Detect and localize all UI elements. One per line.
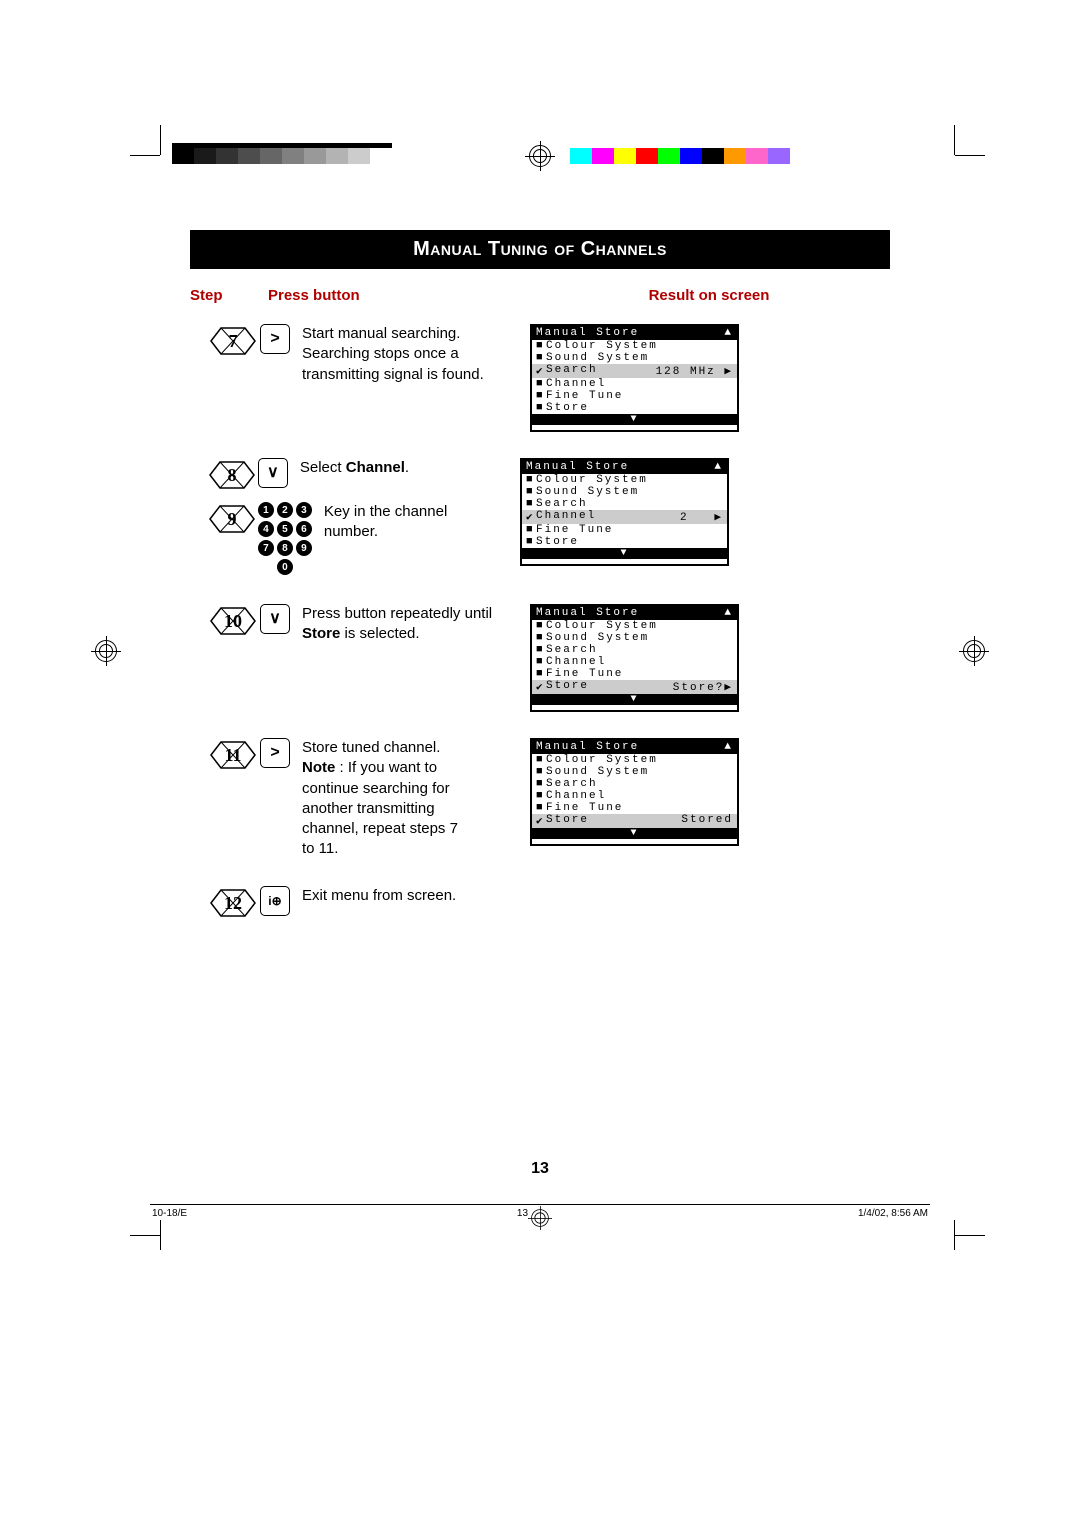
step-number-icon: 11	[208, 738, 242, 772]
footer-left: 10-18/E	[152, 1208, 187, 1219]
nav-button-icon: ∨	[260, 604, 290, 634]
col-step-header: Step	[190, 287, 260, 304]
osd-screen: Manual Store▲■Colour System■Sound System…	[530, 324, 739, 432]
col-result-header: Result on screen	[528, 287, 890, 304]
step-description: Key in the channel number.	[324, 502, 504, 578]
manual-page: Manual Tuning of Channels Step Press but…	[0, 0, 1080, 1528]
registration-mark-icon	[95, 640, 117, 662]
step-description: Start manual searching. Searching stops …	[302, 324, 502, 385]
registration-mark-icon	[963, 640, 985, 662]
info-button-icon: i⊕	[260, 886, 290, 916]
svg-text:8: 8	[227, 465, 236, 485]
svg-text:10: 10	[224, 611, 242, 631]
keypad-icon: 1234567890	[258, 502, 312, 578]
registration-mark-icon	[529, 145, 551, 167]
step-row: 7 > Start manual searching. Searching st…	[190, 324, 890, 432]
step-number-icon: 8	[207, 458, 241, 492]
step-description: Exit menu from screen.	[302, 886, 502, 916]
svg-text:7: 7	[229, 331, 238, 351]
step-number-icon: 7	[208, 324, 242, 358]
osd-screen: Manual Store▲■Colour System■Sound System…	[530, 738, 739, 846]
gray-ramp	[172, 148, 392, 164]
nav-button-icon: ∨	[258, 458, 288, 488]
color-bar	[570, 148, 790, 164]
osd-screen: Manual Store▲■Colour System■Sound System…	[530, 604, 739, 712]
footer: 10-18/E 13 1/4/02, 8:56 AM	[150, 1204, 930, 1219]
section-title: Manual Tuning of Channels	[190, 230, 890, 269]
footer-right: 1/4/02, 8:56 AM	[858, 1208, 928, 1219]
nav-button-icon: >	[260, 738, 290, 768]
step-row: 8 ∨ Select Channel. 9 1234567890 Key in …	[190, 458, 890, 578]
step-description: Store tuned channel.Note : If you want t…	[302, 738, 472, 860]
printer-marks-top	[0, 140, 1080, 200]
step-row: 12 i⊕ Exit menu from screen.	[190, 886, 890, 920]
osd-screen: Manual Store▲■Colour System■Sound System…	[520, 458, 729, 566]
step-number-icon: 9	[207, 502, 241, 536]
step-row: 10 ∨ Press button repeatedly until Store…	[190, 604, 890, 712]
col-press-header: Press button	[260, 287, 528, 304]
content-area: Manual Tuning of Channels Step Press but…	[190, 230, 890, 946]
step-description: Select Channel.	[300, 458, 480, 492]
footer-center: 13	[517, 1208, 528, 1219]
nav-button-icon: >	[260, 324, 290, 354]
step-row: 11 > Store tuned channel.Note : If you w…	[190, 738, 890, 860]
svg-text:12: 12	[224, 893, 242, 913]
registration-mark-icon	[531, 1209, 549, 1227]
step-number-icon: 10	[208, 604, 242, 638]
svg-text:9: 9	[227, 509, 236, 529]
svg-text:11: 11	[224, 745, 241, 765]
page-number: 13	[0, 1160, 1080, 1178]
step-number-icon: 12	[208, 886, 242, 920]
table-header: Step Press button Result on screen	[190, 287, 890, 304]
step-description: Press button repeatedly until Store is s…	[302, 604, 502, 645]
